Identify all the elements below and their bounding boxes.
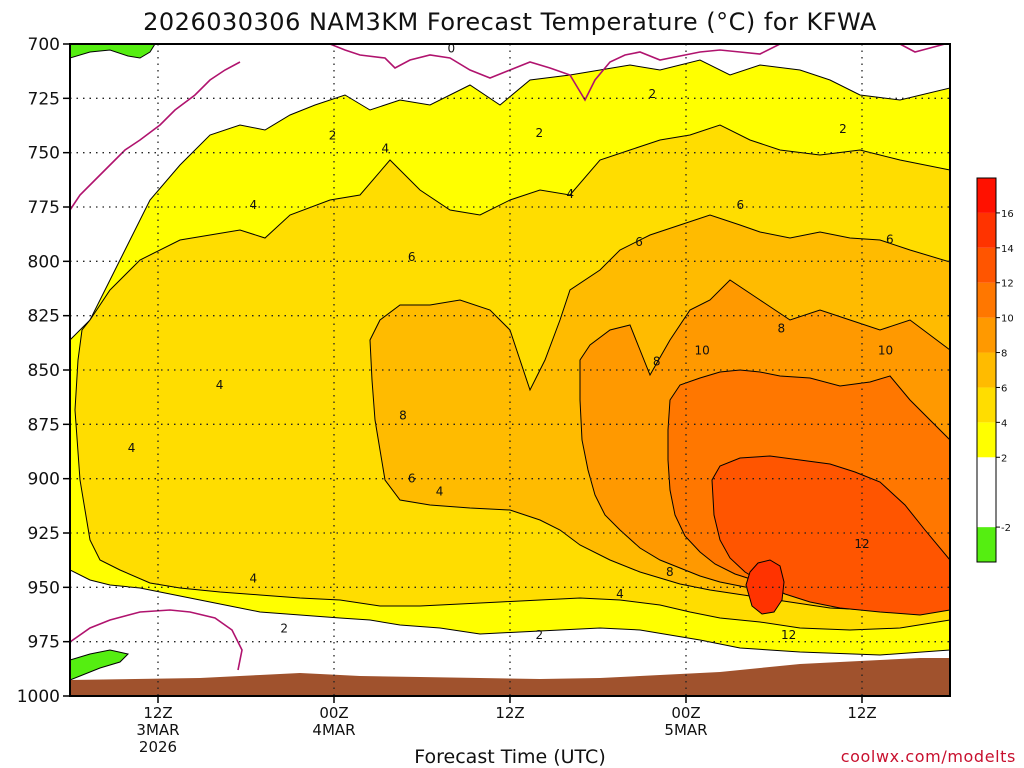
y-tick-label: 925 xyxy=(28,524,60,544)
colorbar-label: 14 xyxy=(1001,244,1014,255)
band-cold-bottom-left xyxy=(70,649,129,681)
colorbar-label: 10 xyxy=(1001,314,1014,325)
contour-label: 6 xyxy=(886,233,894,247)
contour-label: 12 xyxy=(854,537,869,551)
colorbar-label: 16 xyxy=(1001,209,1014,220)
contour-label: 6 xyxy=(736,198,744,212)
contour-label: 4 xyxy=(436,485,444,499)
x-tick-label: 00Z xyxy=(671,704,700,722)
contour-label: 2 xyxy=(536,126,544,140)
colorbar-band xyxy=(977,282,996,318)
y-tick-label: 775 xyxy=(28,198,60,218)
x-tick-label: 12Z xyxy=(495,704,524,722)
contour-label: 8 xyxy=(653,354,661,368)
contour-labels: 0 2 2 2 2 2 2 4 4 4 4 4 4 4 4 6 6 6 6 6 8 8 8 8 10 10 12 12 xyxy=(128,41,894,642)
x-tick-label: 12Z xyxy=(143,704,172,722)
contour-label: 2 xyxy=(536,628,544,642)
contour-label: 10 xyxy=(878,343,893,357)
contour-label: 10 xyxy=(694,343,709,357)
contour-label: 0 xyxy=(448,41,456,55)
colorbar-label: 4 xyxy=(1001,418,1007,429)
contour-label: 4 xyxy=(128,441,136,455)
colorbar-label: 6 xyxy=(1001,383,1007,394)
colorbar-frame xyxy=(976,177,997,563)
colorbar-band xyxy=(977,457,996,528)
chart-title: 2026030306 NAM3KM Forecast Temperature (… xyxy=(143,8,877,36)
band-14-to-16 xyxy=(745,559,785,615)
x-tick-label: 12Z xyxy=(847,704,876,722)
contour-label: 4 xyxy=(382,141,390,155)
x-tick-label: 5MAR xyxy=(664,721,707,739)
contour-label: 6 xyxy=(408,472,416,486)
grid xyxy=(70,44,950,696)
y-tick-label: 725 xyxy=(28,89,60,109)
band-cold-top-left xyxy=(70,44,156,59)
ground-terrain xyxy=(70,658,950,696)
contour-label: 2 xyxy=(329,128,337,142)
colorbar: -2 2 4 6 8 10 12 14 16 xyxy=(976,177,1014,563)
x-tick-label: 00Z xyxy=(319,704,348,722)
contour-label: 4 xyxy=(616,587,624,601)
y-tick-label: 875 xyxy=(28,415,60,435)
freezing-line-top xyxy=(329,44,781,102)
y-tick-label: 700 xyxy=(28,35,60,55)
contour-label: 4 xyxy=(566,187,574,201)
y-axis: 700 725 750 775 800 825 850 875 900 925 950 975 1000 xyxy=(17,35,70,707)
colorbar-band xyxy=(977,247,996,283)
contour-label: 2 xyxy=(280,622,288,636)
x-tick-label: 3MAR xyxy=(136,721,179,739)
contour-label: 2 xyxy=(839,122,847,136)
y-tick-label: 825 xyxy=(28,307,60,327)
contour-label: 2 xyxy=(648,87,656,101)
colorbar-band xyxy=(977,178,996,213)
x-tick-label: 2026 xyxy=(139,738,177,756)
x-axis-title: Forecast Time (UTC) xyxy=(414,746,605,768)
contour-label: 4 xyxy=(250,572,258,586)
colorbar-band xyxy=(977,212,996,248)
colorbar-label: 8 xyxy=(1001,349,1007,360)
contour-label: 6 xyxy=(408,250,416,264)
contour-label: 4 xyxy=(216,378,224,392)
colorbar-band xyxy=(977,352,996,388)
y-tick-label: 1000 xyxy=(17,687,60,707)
colorbar-band xyxy=(977,422,996,458)
y-tick-label: 750 xyxy=(28,144,60,164)
source-credit: coolwx.com/modelts xyxy=(841,747,1016,766)
colorbar-band xyxy=(977,387,996,423)
colorbar-band xyxy=(977,527,996,562)
y-tick-label: 975 xyxy=(28,633,60,653)
colorbar-label: -2 xyxy=(1001,523,1011,534)
x-tick-label: 4MAR xyxy=(312,721,355,739)
contour-label: 12 xyxy=(781,628,796,642)
colorbar-band xyxy=(977,317,996,353)
colorbar-label: 2 xyxy=(1001,453,1007,464)
y-tick-label: 950 xyxy=(28,578,60,598)
contour-label: 8 xyxy=(666,565,674,579)
y-tick-label: 850 xyxy=(28,361,60,381)
colorbar-label: 12 xyxy=(1001,279,1014,290)
freezing-line-lower-left xyxy=(70,609,243,671)
freezing-line-top-right xyxy=(899,44,946,53)
y-tick-label: 800 xyxy=(28,252,60,272)
plot-area: 0 2 2 2 2 2 2 4 4 4 4 4 4 4 4 6 6 6 6 6 8 8 8 8 10 10 12 12 xyxy=(70,41,950,696)
freezing-line-upper-left xyxy=(70,61,241,211)
contour-label: 8 xyxy=(778,322,786,336)
y-tick-label: 900 xyxy=(28,470,60,490)
contour-label: 4 xyxy=(250,198,258,212)
contour-label: 8 xyxy=(399,409,407,423)
contour-label: 6 xyxy=(635,235,643,249)
